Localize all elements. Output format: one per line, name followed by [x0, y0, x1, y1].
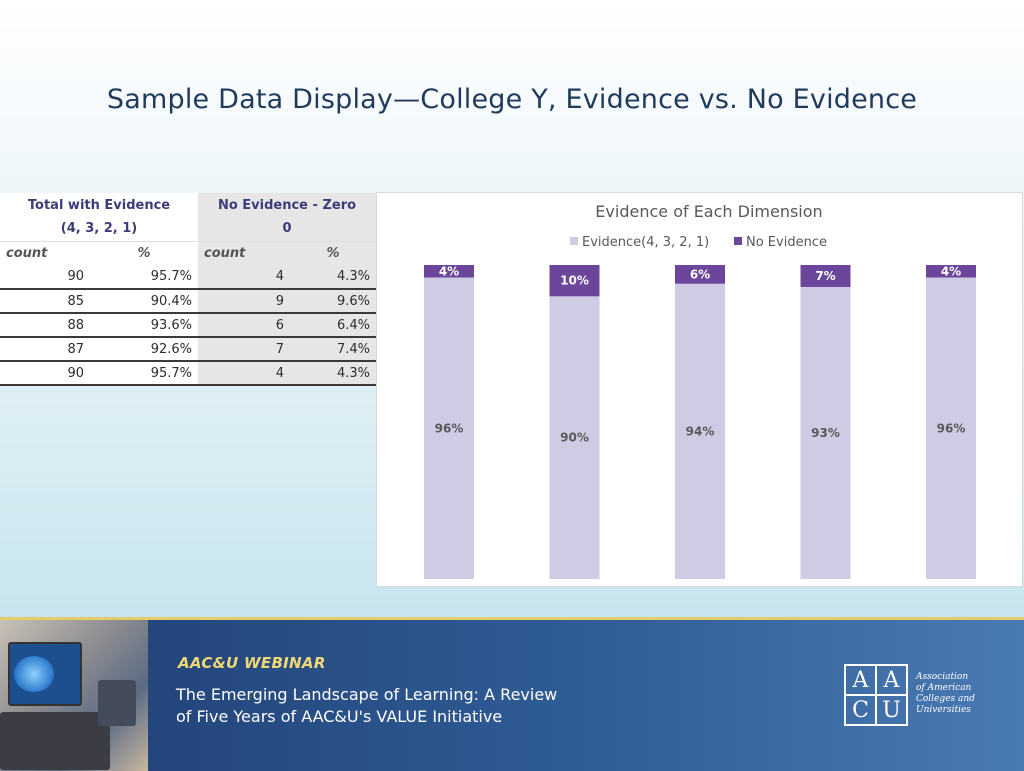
- cell-ev-count: 87: [0, 337, 90, 362]
- bar-evidence: [549, 296, 600, 579]
- table-row: 85 90.4% 9 9.6%: [0, 289, 376, 314]
- legend-label-no-evidence: No Evidence: [746, 235, 827, 250]
- org-name-line: Universities: [916, 705, 971, 715]
- tablet-image: [98, 680, 136, 726]
- webinar-title-line1: The Emerging Landscape of Learning: A Re…: [176, 685, 558, 704]
- header-evidence-sub: (4, 3, 2, 1): [0, 217, 198, 242]
- data-label-no-evidence: 4%: [941, 264, 961, 278]
- header-no-evidence: No Evidence - Zero: [198, 193, 376, 217]
- legend-swatch-evidence: [570, 237, 578, 245]
- cell-ne-count: 6: [198, 313, 290, 338]
- bar-no-evidence: [675, 265, 725, 284]
- col-header-pct: %: [137, 245, 151, 261]
- webinar-title-line2: of Five Years of AAC&U's VALUE Initiativ…: [176, 707, 503, 726]
- cell-ne-count: 7: [198, 337, 290, 362]
- cell-ev-pct: 95.7%: [90, 361, 198, 386]
- legend-label-evidence: Evidence(4, 3, 2, 1): [582, 235, 709, 250]
- data-label-evidence: 96%: [435, 421, 464, 435]
- chart-title: Evidence of Each Dimension: [595, 202, 822, 221]
- laptop-photo: [0, 620, 148, 771]
- cell-ne-count: 9: [198, 289, 290, 314]
- cell-ne-pct: 9.6%: [290, 289, 376, 314]
- table-row: 88 93.6% 6 6.4%: [0, 313, 376, 338]
- data-label-no-evidence: 6%: [690, 267, 710, 281]
- data-label-no-evidence: 4%: [439, 264, 459, 278]
- table-row: 90 95.7% 4 4.3%: [0, 361, 376, 386]
- cell-ev-count: 90: [0, 361, 90, 386]
- footer-banner: AAC&U WEBINAR The Emerging Landscape of …: [0, 617, 1024, 771]
- data-label-evidence: 94%: [686, 424, 715, 438]
- logo-letter: C: [845, 695, 876, 725]
- cell-ev-count: 90: [0, 265, 90, 290]
- cell-ne-pct: 4.3%: [290, 361, 376, 386]
- chart-legend: Evidence(4, 3, 2, 1) No Evidence: [570, 235, 827, 250]
- keyboard-image: [0, 712, 110, 770]
- org-name-line: of American: [916, 683, 972, 693]
- legend-swatch-no-evidence: [734, 237, 742, 245]
- header-evidence: Total with Evidence: [27, 197, 171, 213]
- bar-evidence: [675, 283, 725, 579]
- data-label-no-evidence: 7%: [815, 269, 835, 283]
- cell-ev-pct: 95.7%: [90, 265, 198, 290]
- cell-ev-count: 85: [0, 289, 90, 314]
- org-name-line: Colleges and: [916, 694, 975, 704]
- data-table: Total with Evidence No Evidence - Zero (…: [0, 193, 376, 386]
- chart-panel: Evidence of Each Dimension Evidence(4, 3…: [376, 192, 1023, 587]
- bar-evidence: [800, 286, 851, 579]
- logo-letter: A: [845, 665, 876, 695]
- col-header-count: count: [198, 241, 290, 265]
- cell-ev-pct: 93.6%: [90, 313, 198, 338]
- cell-ev-pct: 92.6%: [90, 337, 198, 362]
- cell-ne-count: 4: [198, 361, 290, 386]
- data-label-no-evidence: 10%: [560, 274, 589, 288]
- logo-letter: U: [876, 695, 907, 725]
- globe-image: [14, 656, 54, 692]
- bar-no-evidence: [549, 265, 600, 297]
- bar-no-evidence: [424, 265, 474, 278]
- aacu-logo: A A C U: [844, 664, 908, 726]
- logo-letter: A: [876, 665, 907, 695]
- bar-evidence: [424, 277, 474, 579]
- bar-no-evidence: [926, 265, 976, 278]
- bars-layer: 4% 96% 10% 90% 6% 94% 7% 93% 4% 96%: [424, 264, 976, 579]
- cell-ne-pct: 6.4%: [290, 313, 376, 338]
- header-no-evidence-sub: 0: [198, 217, 376, 242]
- col-header-count: count: [6, 245, 48, 261]
- col-header-pct: %: [290, 241, 376, 265]
- cell-ev-count: 88: [0, 313, 90, 338]
- stacked-bar-chart: Evidence of Each Dimension Evidence(4, 3…: [424, 202, 976, 579]
- cell-ne-pct: 7.4%: [290, 337, 376, 362]
- data-label-evidence: 96%: [937, 421, 966, 435]
- bar-no-evidence: [800, 265, 851, 287]
- org-name: Association of American Colleges and Uni…: [916, 672, 1016, 716]
- cell-ev-pct: 90.4%: [90, 289, 198, 314]
- slide-title: Sample Data Display—College Y, Evidence …: [106, 84, 918, 115]
- table-row: 90 95.7% 4 4.3%: [0, 265, 376, 290]
- cell-ne-count: 4: [198, 265, 290, 290]
- table-row: 87 92.6% 7 7.4%: [0, 337, 376, 362]
- webinar-label: AAC&U WEBINAR: [178, 654, 326, 672]
- org-name-line: Association: [916, 672, 969, 682]
- data-label-evidence: 93%: [811, 426, 840, 440]
- bar-evidence: [926, 277, 976, 579]
- data-label-evidence: 90%: [560, 431, 589, 445]
- cell-ne-pct: 4.3%: [290, 265, 376, 290]
